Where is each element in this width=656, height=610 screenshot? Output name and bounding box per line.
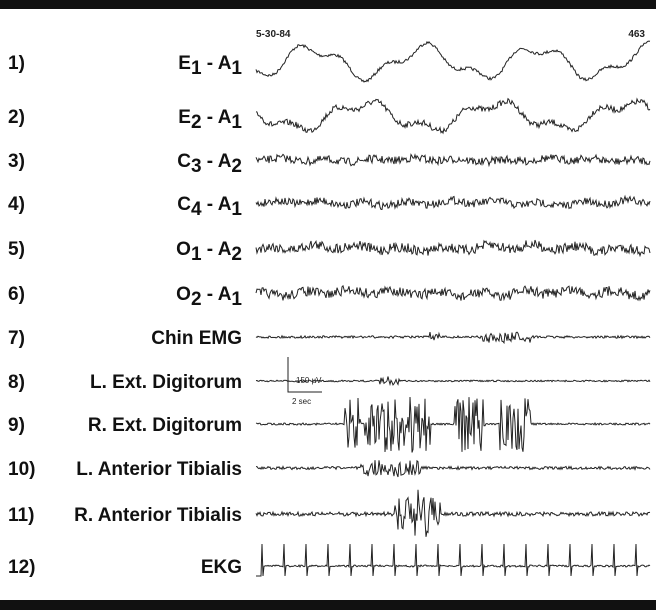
channel-label: R. Ext. Digitorum [88,415,242,436]
channel-number: 12) [8,557,35,578]
channel-label: EKG [201,557,242,578]
trace [255,153,651,168]
channel-label: O2 - A1 [176,284,242,310]
trace [255,97,651,135]
calibration: 150 µV 2 sec [287,357,322,406]
channel-label: C4 - A1 [177,194,242,220]
label-text: L. Anterior Tibialis [76,459,242,480]
label-text: - A [202,53,232,74]
channels: 1) E1 - A12) E2 - A13) C3 - A24) C4 - A15) O1… [8,53,242,578]
calibration-time: 2 sec [292,397,311,406]
label-text: - A [202,239,232,260]
channel-number: 6) [8,284,25,305]
label-subscript: 1 [191,58,202,79]
label-text: C [177,151,191,172]
channel-number: 2) [8,107,25,128]
channel-number: 9) [8,415,25,436]
channel-number: 7) [8,328,25,349]
channel-number: 1) [8,53,25,74]
label-text: L. Ext. Digitorum [90,372,242,393]
label-subscript: 2 [191,289,202,310]
label-text: - A [202,284,232,305]
label-text: E [178,53,191,74]
channel-label: C3 - A2 [177,151,242,177]
label-text: EKG [201,557,242,578]
calibration-amplitude: 150 µV [296,376,322,385]
trace [255,239,651,258]
channel-number: 4) [8,194,25,215]
trace [255,331,651,345]
top-border [0,0,656,9]
label-text: O [176,239,191,260]
label-text: - A [202,107,232,128]
channel-label: E1 - A1 [178,53,242,79]
calibration-bar [287,357,322,393]
date: 5-30-84 [256,29,291,40]
channel-label: E2 - A1 [178,107,242,133]
label-text: R. Anterior Tibialis [74,505,242,526]
traces [255,40,651,577]
label-subscript: 1 [231,199,242,220]
label-subscript: 2 [231,244,242,265]
channel-number: 10) [8,459,35,480]
trace [256,459,651,478]
trace [256,543,651,577]
channel-number: 8) [8,372,25,393]
trace [255,40,651,83]
page-number: 463 [628,29,645,40]
channel-number: 5) [8,239,25,260]
bottom-border [0,600,656,610]
channel-label: Chin EMG [151,328,242,349]
channel-label: R. Anterior Tibialis [74,505,242,526]
trace [255,376,651,387]
trace [255,396,651,453]
channel-number: 11) [8,505,34,526]
label-subscript: 1 [191,244,202,265]
label-subscript: 2 [191,112,202,133]
trace [255,194,651,211]
label-subscript: 4 [191,199,202,220]
label-subscript: 3 [191,156,202,177]
label-subscript: 2 [231,156,242,177]
label-text: O [176,284,191,305]
trace [255,284,651,302]
label-text: - A [202,194,232,215]
label-text: R. Ext. Digitorum [88,415,242,436]
trace [255,489,651,537]
channel-label: O1 - A2 [176,239,242,265]
label-subscript: 1 [231,112,242,133]
label-text: Chin EMG [151,328,242,349]
channel-label: L. Anterior Tibialis [76,459,242,480]
channel-label: L. Ext. Digitorum [90,372,242,393]
label-text: - A [202,151,232,172]
label-subscript: 1 [231,289,242,310]
label-subscript: 1 [231,58,242,79]
label-text: C [177,194,191,215]
channel-number: 3) [8,151,25,172]
label-text: E [178,107,191,128]
